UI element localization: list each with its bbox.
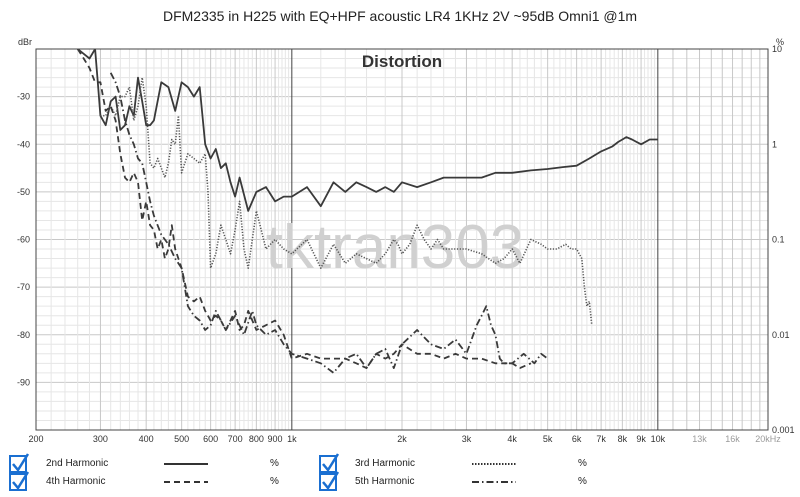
x-tick-label: 1k <box>287 434 297 444</box>
x-tick-label: 10k <box>651 434 666 444</box>
legend-line-3rd-harmonic <box>472 463 516 465</box>
x-tick-label: 800 <box>249 434 264 444</box>
y-left-axis-ticks: -30 -40 -50 -60 -70 -80 -90 <box>17 92 30 388</box>
x-tick-label: 900 <box>268 434 283 444</box>
y-left-tick-label: -30 <box>17 92 30 102</box>
y-right-tick-label: 0.1 <box>772 235 785 245</box>
inner-title: Distortion <box>362 52 442 71</box>
y-left-tick-label: -80 <box>17 330 30 340</box>
y-left-tick-label: -70 <box>17 282 30 292</box>
checkbox-icon-3rd-harmonic[interactable] <box>318 452 340 474</box>
x-tick-label: 4k <box>507 434 517 444</box>
y-right-tick-label: 1 <box>772 139 777 149</box>
x-tick-label: 9k <box>636 434 646 444</box>
y-right-unit-label: % <box>776 37 784 47</box>
x-tick-label: 2k <box>397 434 407 444</box>
y-left-tick-label: -40 <box>17 139 30 149</box>
x-tick-label: 700 <box>228 434 243 444</box>
legend-unit-3rd-harmonic: % <box>578 458 587 469</box>
grid-lines <box>35 48 769 431</box>
y-left-unit-label: dBr <box>18 37 32 47</box>
x-tick-label: 8k <box>618 434 628 444</box>
legend-line-4th-harmonic <box>164 481 208 483</box>
y-right-tick-label: 0.01 <box>772 330 790 340</box>
x-tick-label: 600 <box>203 434 218 444</box>
chart-title: DFM2335 in H225 with EQ+HPF acoustic LR4… <box>163 8 637 24</box>
y-right-tick-label: 0.001 <box>772 425 795 435</box>
y-right-axis-ticks: 10 1 0.1 0.01 0.001 <box>772 44 795 435</box>
x-tick-label: 16k <box>725 434 740 444</box>
checkbox-icon-4th-harmonic[interactable] <box>8 470 30 492</box>
x-tick-label: 5k <box>543 434 553 444</box>
x-tick-label: 3k <box>462 434 472 444</box>
series-lines <box>76 49 658 374</box>
series-line-5th-harmonic <box>109 72 549 374</box>
legend-label-3rd-harmonic: 3rd Harmonic <box>355 458 416 469</box>
x-tick-label: 20kHz <box>755 434 781 444</box>
legend-line-5th-harmonic <box>472 481 516 483</box>
series-line-4th-harmonic <box>76 49 532 370</box>
x-tick-label: 300 <box>93 434 108 444</box>
legend-line-2nd-harmonic <box>164 463 208 465</box>
legend-label-5th-harmonic: 5th Harmonic <box>355 476 415 487</box>
legend-unit-2nd-harmonic: % <box>270 458 279 469</box>
y-left-tick-label: -60 <box>17 235 30 245</box>
x-tick-label: 400 <box>139 434 154 444</box>
checkbox-icon-2nd-harmonic[interactable] <box>8 452 30 474</box>
x-axis-ticks: 200 300 400 500 600 700 800 900 1k 2k 3k 4k 5k 6k 7k 8k… <box>28 434 781 444</box>
x-tick-label: 500 <box>174 434 189 444</box>
watermark-text: tktran303 <box>266 213 525 282</box>
series-line-3rd-harmonic <box>100 76 593 326</box>
y-left-tick-label: -50 <box>17 187 30 197</box>
plot-frame <box>35 48 769 431</box>
x-tick-label: 7k <box>596 434 606 444</box>
legend-unit-5th-harmonic: % <box>578 476 587 487</box>
y-right-tick-label: 10 <box>772 44 782 54</box>
checkbox-icon-5th-harmonic[interactable] <box>318 470 340 492</box>
legend-unit-4th-harmonic: % <box>270 476 279 487</box>
legend-label-2nd-harmonic: 2nd Harmonic <box>46 458 109 469</box>
legend-label-4th-harmonic: 4th Harmonic <box>46 476 106 487</box>
x-tick-label: 200 <box>28 434 43 444</box>
x-tick-label: 6k <box>572 434 582 444</box>
y-left-tick-label: -90 <box>17 377 30 387</box>
x-tick-label: 13k <box>692 434 707 444</box>
